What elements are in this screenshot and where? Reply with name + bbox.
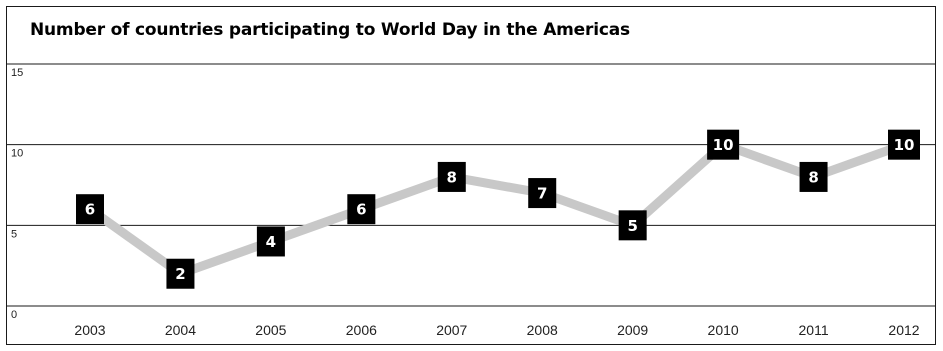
x-tick-label: 2005	[255, 322, 286, 338]
series-line	[85, 140, 909, 279]
gridlines	[7, 63, 936, 307]
data-label-box	[618, 210, 647, 241]
data-point: 2	[166, 258, 195, 289]
data-label: 7	[537, 185, 547, 203]
data-point: 5	[618, 210, 647, 241]
series-polyline	[85, 140, 909, 279]
y-tick-label: 5	[11, 228, 17, 240]
x-tick-label: 2010	[708, 322, 739, 338]
chart-title: Number of countries participating to Wor…	[30, 20, 630, 40]
data-label-box	[437, 161, 466, 192]
y-tick-label: 0	[11, 309, 17, 321]
x-tick-label: 2003	[74, 322, 105, 338]
data-label-box	[888, 129, 920, 160]
y-tick-label: 10	[11, 148, 23, 160]
data-label-box	[76, 194, 104, 225]
x-tick-label: 2007	[436, 322, 467, 338]
data-label: 2	[175, 265, 185, 283]
data-label-box	[799, 161, 828, 192]
data-point: 6	[76, 194, 104, 225]
x-axis-ticks: 2003 2004 2005 2006 2007 2008 2009 2010 2011 2012	[74, 322, 919, 338]
data-label: 8	[447, 168, 457, 186]
y-tick-label: 15	[11, 67, 23, 79]
x-tick-label: 2006	[346, 322, 377, 338]
data-point: 8	[437, 161, 466, 192]
data-label: 6	[85, 201, 95, 219]
data-point: 10	[707, 129, 740, 160]
data-label: 8	[808, 168, 818, 186]
x-tick-label: 2011	[799, 322, 829, 338]
data-label: 4	[266, 233, 276, 251]
y-axis-ticks: 0 5 10 15	[11, 67, 23, 321]
data-point: 8	[799, 161, 828, 192]
data-point: 10	[888, 129, 920, 160]
data-point: 4	[256, 226, 285, 257]
data-label-box	[256, 226, 285, 257]
data-label-box	[707, 129, 740, 160]
data-point: 7	[528, 178, 557, 209]
data-labels: 6 2 4 6 8 7 5 10 8 10	[76, 129, 920, 289]
chart-frame	[6, 6, 936, 345]
data-label: 5	[627, 217, 637, 235]
x-tick-label: 2004	[165, 322, 196, 338]
data-label-box	[528, 178, 557, 209]
data-label-box	[347, 194, 376, 225]
data-label: 6	[356, 201, 366, 219]
data-label: 10	[894, 136, 915, 154]
data-label: 10	[713, 136, 734, 154]
x-tick-label: 2008	[527, 322, 558, 338]
x-tick-label: 2012	[888, 322, 919, 338]
data-point: 6	[347, 194, 376, 225]
x-tick-label: 2009	[617, 322, 648, 338]
data-label-box	[166, 258, 195, 289]
